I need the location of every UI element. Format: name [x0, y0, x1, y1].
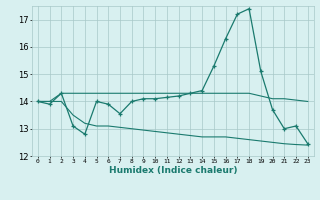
X-axis label: Humidex (Indice chaleur): Humidex (Indice chaleur) — [108, 166, 237, 175]
